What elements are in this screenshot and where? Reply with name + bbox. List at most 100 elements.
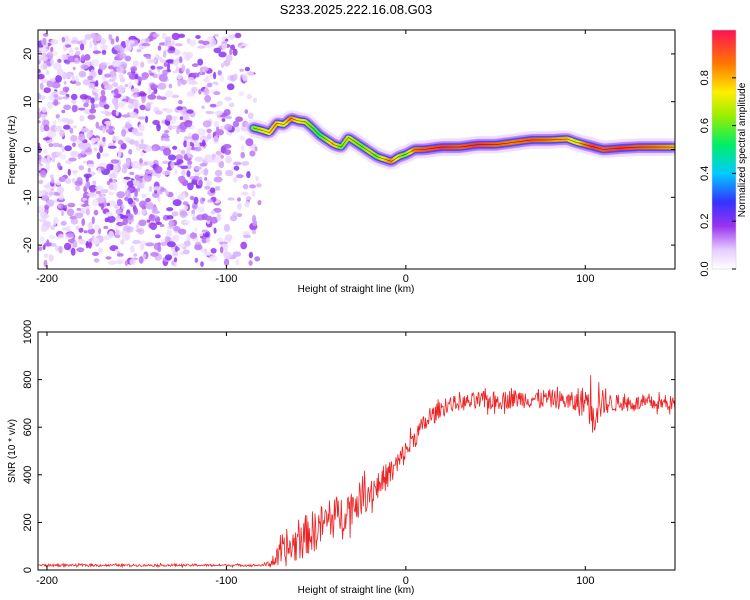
noise-speck	[41, 106, 47, 113]
noise-speck	[58, 143, 63, 148]
noise-speck	[138, 256, 144, 264]
noise-speck	[45, 192, 49, 196]
snr-x-ticks: -200 -100 0 100	[36, 332, 594, 587]
noise-speck	[115, 110, 119, 117]
noise-speck	[102, 152, 110, 158]
noise-speck	[169, 125, 178, 130]
noise-speck	[57, 204, 62, 209]
noise-speck	[216, 100, 223, 106]
noise-speck	[64, 35, 70, 42]
noise-speck	[178, 228, 187, 235]
noise-speck	[157, 195, 161, 203]
noise-speck	[60, 220, 67, 226]
noise-speck	[107, 145, 117, 149]
noise-speck	[129, 258, 136, 266]
noise-speck	[127, 197, 134, 205]
noise-speck	[59, 154, 67, 160]
noise-speck	[43, 87, 51, 94]
noise-speck	[174, 246, 180, 252]
noise-speck	[194, 257, 199, 263]
noise-speck	[82, 160, 87, 164]
noise-speck	[118, 73, 124, 79]
noise-speck	[99, 145, 104, 154]
noise-speck	[74, 180, 83, 187]
noise-speck	[124, 123, 133, 129]
noise-speck	[213, 47, 222, 54]
noise-speck	[134, 131, 144, 137]
noise-speck	[132, 180, 141, 186]
noise-speck	[38, 172, 41, 177]
y-tick-label: 1000	[22, 320, 34, 344]
noise-speck	[180, 149, 186, 155]
noise-speck	[50, 77, 57, 83]
noise-speck	[61, 117, 70, 123]
noise-speck	[204, 185, 211, 190]
noise-speck	[140, 151, 144, 157]
noise-speck	[105, 256, 112, 260]
noise-speck	[141, 97, 146, 104]
noise-speck	[203, 154, 213, 163]
noise-speck	[53, 219, 57, 226]
noise-speck	[133, 100, 140, 109]
noise-speck	[108, 191, 115, 196]
noise-speck	[194, 244, 203, 251]
noise-speck	[75, 185, 81, 191]
noise-speck	[133, 253, 138, 257]
noise-speck	[71, 178, 76, 184]
noise-speck	[86, 160, 94, 164]
noise-speck	[180, 165, 189, 170]
noise-speck	[207, 199, 213, 203]
noise-speck	[155, 221, 163, 226]
noise-speck	[98, 248, 104, 253]
noise-speck	[86, 133, 91, 139]
noise-speck	[101, 49, 107, 55]
x-tick-label: -100	[215, 273, 237, 285]
noise-speck	[213, 91, 221, 96]
colorbar-ticks: 0.0 0.2 0.4 0.6 0.8	[699, 70, 736, 277]
noise-speck	[145, 37, 150, 43]
snr-y-ticks: 0 200 400 600 800 1000	[22, 320, 675, 573]
noise-speck	[154, 165, 163, 174]
noise-speck	[168, 219, 175, 228]
colorbar-tick-label: 0.0	[699, 261, 711, 276]
noise-speck	[171, 251, 179, 257]
noise-speck	[52, 62, 62, 71]
noise-speck	[191, 63, 199, 68]
noise-speck	[74, 57, 79, 62]
noise-speck	[152, 186, 161, 191]
noise-speck	[50, 58, 54, 66]
noise-speck	[127, 98, 134, 104]
y-tick-label: 400	[22, 466, 34, 484]
noise-speck	[225, 156, 233, 164]
noise-speck	[205, 44, 213, 49]
noise-speck	[93, 258, 100, 263]
noise-speck	[64, 226, 71, 233]
noise-speck	[182, 249, 190, 255]
noise-speck	[219, 246, 224, 254]
noise-speck	[204, 177, 208, 181]
noise-speck	[38, 164, 42, 171]
noise-speck	[58, 233, 64, 239]
noise-speck	[166, 215, 174, 220]
noise-speck	[224, 123, 233, 131]
noise-speck	[74, 47, 79, 51]
noise-speck	[198, 89, 202, 95]
y-tick-label: 600	[22, 418, 34, 436]
noise-speck	[148, 185, 153, 192]
noise-speck	[246, 93, 252, 100]
noise-speck	[150, 59, 157, 63]
noise-speck	[134, 140, 140, 147]
noise-speck	[179, 116, 184, 120]
noise-speck	[174, 169, 178, 175]
noise-speck	[165, 254, 173, 261]
noise-speck	[79, 142, 89, 151]
noise-speck	[112, 76, 117, 80]
noise-speck	[65, 72, 73, 79]
noise-speck	[71, 104, 78, 113]
noise-speck	[99, 95, 107, 103]
noise-speck	[146, 219, 151, 223]
colorbar-tick-label: 0.2	[699, 214, 711, 229]
noise-speck	[85, 240, 90, 249]
noise-speck	[67, 202, 76, 208]
